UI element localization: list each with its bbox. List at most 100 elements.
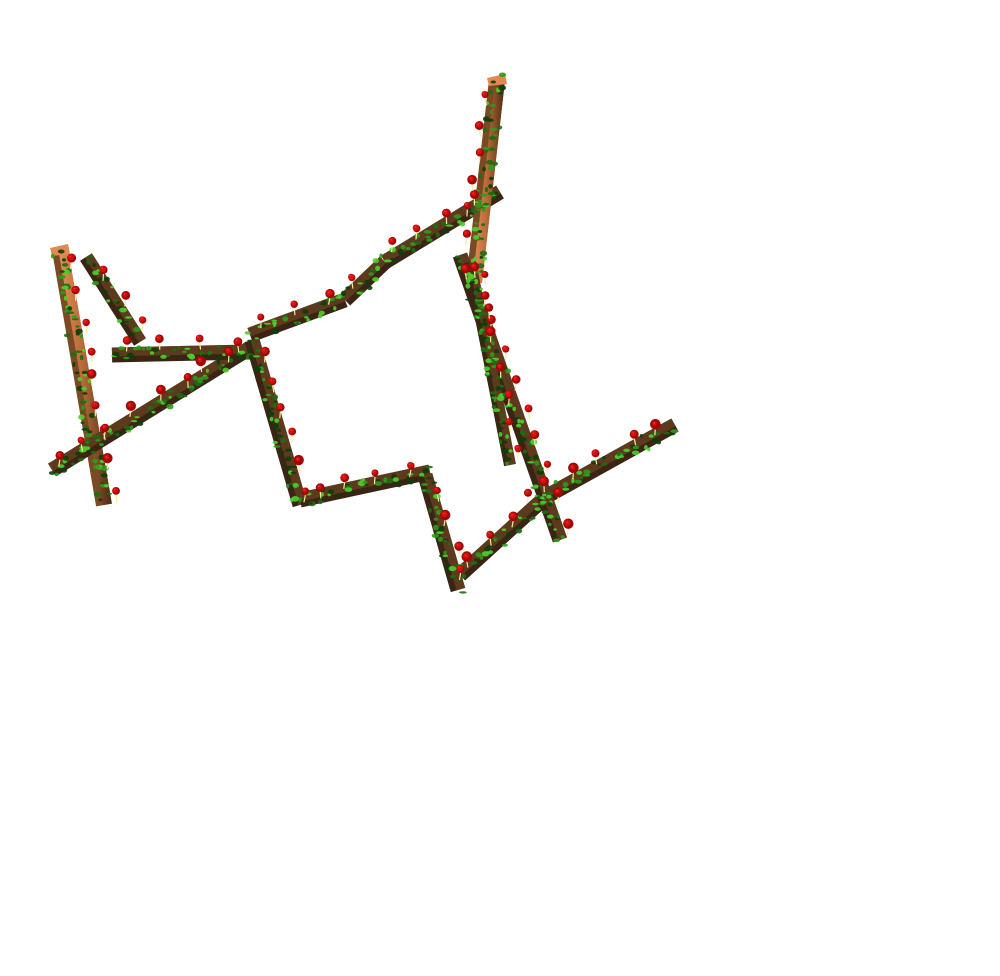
rose-stem	[102, 273, 105, 281]
leaf	[236, 355, 245, 360]
rose-stem	[279, 411, 281, 419]
leaf	[71, 318, 79, 321]
leaf	[289, 482, 295, 485]
leaf	[86, 438, 91, 443]
leaf	[644, 445, 648, 450]
leaf	[553, 528, 557, 531]
leaf	[532, 502, 539, 506]
leaf	[247, 339, 253, 342]
leaf	[498, 85, 507, 91]
leaf	[244, 331, 251, 335]
leaf	[472, 235, 480, 240]
leaf	[318, 310, 325, 316]
rose-center	[464, 231, 467, 234]
leaf	[454, 255, 460, 259]
rose-stem	[328, 297, 331, 305]
leaf	[471, 226, 480, 232]
leaf	[215, 354, 222, 360]
leaf	[57, 249, 65, 254]
leaf	[489, 352, 495, 358]
leaf	[54, 472, 60, 476]
leaf	[474, 222, 479, 225]
leaf	[562, 487, 570, 491]
leaf	[519, 436, 527, 442]
leaf	[114, 300, 118, 303]
leaf	[482, 202, 490, 206]
leaf	[457, 579, 461, 582]
leaf	[76, 385, 84, 392]
leaf	[419, 472, 425, 478]
rose-stem	[351, 281, 354, 289]
leaf	[176, 346, 181, 350]
rose-center	[483, 92, 485, 95]
leaf	[492, 161, 498, 166]
rose-center	[89, 371, 92, 374]
rose-stem	[528, 412, 531, 420]
leaf	[491, 196, 499, 201]
rose-center	[414, 226, 417, 229]
leaf	[372, 277, 380, 282]
leaf	[357, 282, 363, 285]
rose-stem	[464, 272, 468, 280]
rose-center	[470, 177, 472, 180]
rose-stem	[293, 308, 296, 316]
rose-center	[157, 336, 160, 339]
leaf	[218, 366, 222, 371]
leaf	[276, 428, 282, 433]
leaf	[95, 272, 99, 275]
rose-center	[263, 349, 265, 351]
leaf	[272, 394, 279, 400]
beam-face-1	[84, 253, 146, 343]
leaf	[459, 591, 467, 594]
leaf	[82, 392, 88, 395]
rose-stem	[546, 468, 549, 476]
leaf	[446, 563, 451, 568]
leaf	[106, 492, 112, 495]
rose-stem	[633, 438, 637, 446]
leaf	[481, 336, 487, 343]
leaf	[60, 290, 66, 295]
rose-center	[593, 451, 596, 453]
leaf	[67, 306, 73, 311]
leaf	[473, 256, 477, 261]
leaf	[656, 440, 662, 445]
leaf	[374, 481, 382, 486]
leaf	[479, 328, 484, 332]
leaf	[341, 290, 346, 297]
leaf	[496, 395, 505, 401]
leaf	[271, 319, 278, 322]
leaf	[556, 513, 560, 519]
leaf	[75, 325, 80, 328]
leaf	[465, 278, 471, 284]
leaf	[488, 135, 496, 141]
leaf	[389, 258, 397, 263]
leaf	[481, 223, 486, 227]
rose-center	[486, 305, 489, 308]
leaf	[414, 241, 422, 245]
leaf	[221, 363, 225, 367]
leaf	[479, 255, 484, 259]
leaf	[147, 405, 154, 411]
leaf	[62, 283, 71, 286]
leaf	[189, 387, 194, 392]
leaf	[639, 434, 644, 438]
leaf	[425, 488, 432, 494]
rose-stem	[464, 237, 468, 245]
leaf	[433, 524, 439, 531]
leaf	[571, 477, 575, 484]
leaf	[491, 405, 497, 409]
leaf	[72, 361, 76, 367]
leaf	[484, 149, 489, 153]
leaf	[405, 247, 411, 251]
rose-center	[140, 317, 143, 320]
leaf	[475, 203, 482, 208]
rose-center	[318, 485, 320, 488]
rose-center	[541, 478, 544, 481]
leaf	[344, 487, 353, 492]
rose-center	[73, 287, 76, 290]
rose-center	[458, 566, 461, 569]
leaf	[475, 297, 484, 300]
leaf	[497, 125, 503, 130]
leaf	[274, 418, 280, 423]
rose-stem	[458, 572, 462, 580]
